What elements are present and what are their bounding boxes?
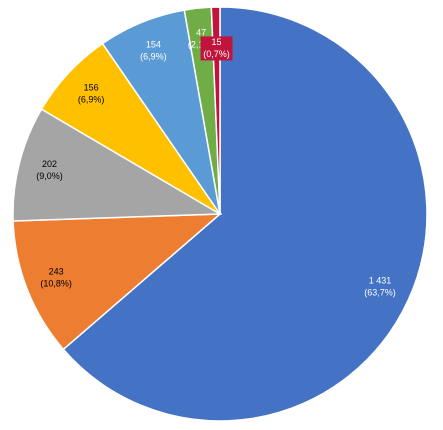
pie-slice	[62, 6, 428, 422]
value-label: 154	[146, 40, 161, 50]
percent-label: (0,7%)	[203, 49, 230, 59]
value-label: 243	[49, 267, 64, 277]
pie-slice	[12, 213, 223, 351]
label-box	[200, 36, 233, 61]
percent-label: (6,9%)	[140, 52, 167, 62]
value-label: 15	[212, 37, 222, 47]
value-label: 47	[196, 27, 206, 37]
percent-label: (63,7%)	[364, 288, 396, 298]
value-label: 202	[42, 159, 57, 169]
value-label: 1 431	[369, 276, 392, 286]
percent-label: (6,9%)	[78, 95, 105, 105]
value-label: 156	[84, 83, 99, 93]
percent-label: (10,8%)	[40, 279, 72, 289]
pie-slice	[12, 108, 223, 222]
percent-label: (9,0%)	[36, 171, 63, 181]
